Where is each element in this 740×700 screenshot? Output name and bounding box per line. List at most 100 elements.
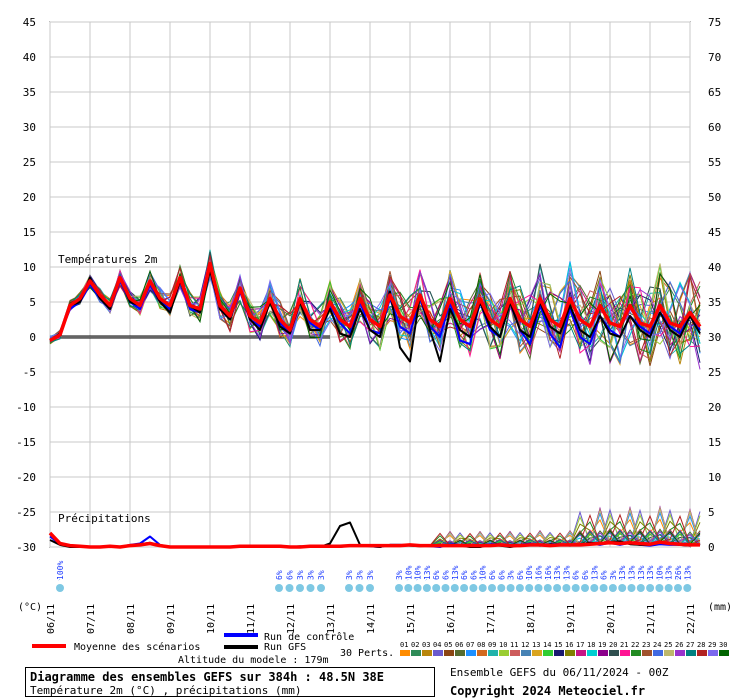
legend: Moyenne des scénarios Run de contrôle Ru… bbox=[32, 631, 729, 666]
probability-label: 13% bbox=[628, 565, 637, 580]
pert-number: 20 bbox=[609, 641, 617, 649]
pert-swatch bbox=[422, 650, 432, 656]
footer-subtitle: Température 2m (°C) , précipitations (mm… bbox=[30, 684, 302, 697]
pert-number: 10 bbox=[499, 641, 507, 649]
probability-label: 16% bbox=[535, 565, 544, 580]
x-tick-label: 20/11 bbox=[606, 604, 617, 634]
legend-control-swatch bbox=[224, 633, 258, 637]
x-tick-label: 17/11 bbox=[486, 604, 497, 634]
y-left-unit: (°C) bbox=[18, 602, 42, 613]
pert-number: 21 bbox=[620, 641, 628, 649]
pert-number: 05 bbox=[444, 641, 452, 649]
pert-number: 22 bbox=[631, 641, 639, 649]
pert-swatch bbox=[620, 650, 630, 656]
snow-marker bbox=[562, 584, 571, 592]
pert-swatch bbox=[686, 650, 696, 656]
y-left-tick: 40 bbox=[23, 51, 36, 64]
snow-marker bbox=[306, 584, 315, 592]
snow-marker-core: * bbox=[610, 577, 614, 584]
legend-mean-swatch bbox=[32, 644, 66, 648]
snow-marker bbox=[581, 584, 589, 592]
mean-precip-line bbox=[48, 531, 700, 549]
pert-swatch bbox=[587, 650, 597, 656]
snow-marker-core: * bbox=[287, 577, 291, 584]
probability-label: 13% bbox=[637, 565, 646, 580]
probability-label: 3% bbox=[317, 570, 326, 580]
panel-labels: Températures 2m Précipitations bbox=[58, 253, 158, 525]
probability-label: 3% bbox=[307, 570, 316, 580]
x-tick-label: 07/11 bbox=[86, 604, 97, 634]
probability-label: 6% bbox=[469, 570, 478, 580]
pert-swatch bbox=[444, 650, 454, 656]
probability-label: 10% bbox=[655, 565, 664, 580]
probability-label: 6% bbox=[460, 570, 469, 580]
y-right-tick: 75 bbox=[708, 16, 721, 29]
x-axis-labels: 06/11 07/11 08/11 09/11 10/11 11/11 12/11 13/11… bbox=[46, 604, 697, 634]
probability-label: 100% bbox=[56, 561, 65, 580]
snow-marker-core: * bbox=[629, 577, 633, 584]
x-tick-label: 13/11 bbox=[326, 604, 337, 634]
snow-marker bbox=[345, 584, 353, 592]
y-left-tick: -20 bbox=[16, 471, 36, 484]
mean-temp-line bbox=[49, 261, 702, 343]
snow-marker bbox=[497, 584, 506, 592]
snow-marker-core: * bbox=[367, 577, 371, 584]
snow-marker-core: * bbox=[582, 577, 586, 584]
y-left-tick: 10 bbox=[23, 261, 36, 274]
pert-swatch bbox=[642, 650, 652, 656]
legend-gfs-swatch bbox=[224, 645, 258, 649]
pert-number: 29 bbox=[708, 641, 716, 649]
pert-swatch bbox=[675, 650, 685, 656]
footer-box: Diagramme des ensembles GEFS sur 384h : … bbox=[25, 667, 435, 697]
snow-marker bbox=[450, 584, 459, 592]
snow-marker bbox=[355, 584, 364, 592]
probability-label: 13% bbox=[553, 565, 562, 580]
y-right-tick: 45 bbox=[708, 226, 721, 239]
snow-marker bbox=[543, 584, 552, 592]
pert-swatch bbox=[532, 650, 542, 656]
pert-swatch bbox=[719, 650, 729, 656]
snow-marker bbox=[683, 584, 692, 592]
snow-marker bbox=[478, 584, 487, 592]
pert-swatch bbox=[598, 650, 608, 656]
snow-marker-core: * bbox=[480, 577, 484, 584]
probability-label: 13% bbox=[562, 565, 571, 580]
snow-marker-core: * bbox=[517, 577, 521, 584]
probability-label: 6% bbox=[572, 570, 581, 580]
snow-marker-core: * bbox=[508, 577, 512, 584]
x-tick-label: 14/11 bbox=[366, 604, 377, 634]
probability-label: 6% bbox=[275, 570, 284, 580]
snow-marker bbox=[590, 584, 599, 592]
snow-marker bbox=[515, 584, 524, 592]
pert-number: 28 bbox=[697, 641, 705, 649]
snow-marker bbox=[608, 584, 617, 592]
snow-marker-core: * bbox=[526, 577, 530, 584]
probability-label: 6% bbox=[442, 570, 451, 580]
legend-mean-label: Moyenne des scénarios bbox=[74, 641, 200, 653]
snow-marker bbox=[636, 584, 645, 592]
snow-marker-core: * bbox=[57, 577, 61, 584]
pert-swatch bbox=[510, 650, 520, 656]
snow-marker-core: * bbox=[619, 577, 623, 584]
snow-marker-core: * bbox=[601, 577, 605, 584]
snow-marker bbox=[413, 584, 422, 592]
probability-label: 16% bbox=[544, 565, 553, 580]
snow-marker-core: * bbox=[276, 577, 280, 584]
snow-marker-core: * bbox=[297, 577, 301, 584]
pert-number: 11 bbox=[510, 641, 518, 649]
pert-number: 02 bbox=[411, 641, 419, 649]
pert-number: 23 bbox=[642, 641, 650, 649]
pert-number: 15 bbox=[554, 641, 562, 649]
snow-marker-core: * bbox=[470, 577, 474, 584]
snow-marker bbox=[317, 584, 325, 592]
snow-marker-core: * bbox=[415, 577, 419, 584]
probability-label: 3% bbox=[609, 570, 618, 580]
probability-label: 3% bbox=[345, 570, 354, 580]
snow-marker bbox=[460, 584, 469, 592]
snow-marker-core: * bbox=[656, 577, 660, 584]
snow-marker-core: * bbox=[461, 577, 465, 584]
y-left-tick: 30 bbox=[23, 121, 36, 134]
snow-marker bbox=[56, 584, 64, 592]
snow-marker-core: * bbox=[536, 577, 540, 584]
pert-number: 07 bbox=[466, 641, 474, 649]
